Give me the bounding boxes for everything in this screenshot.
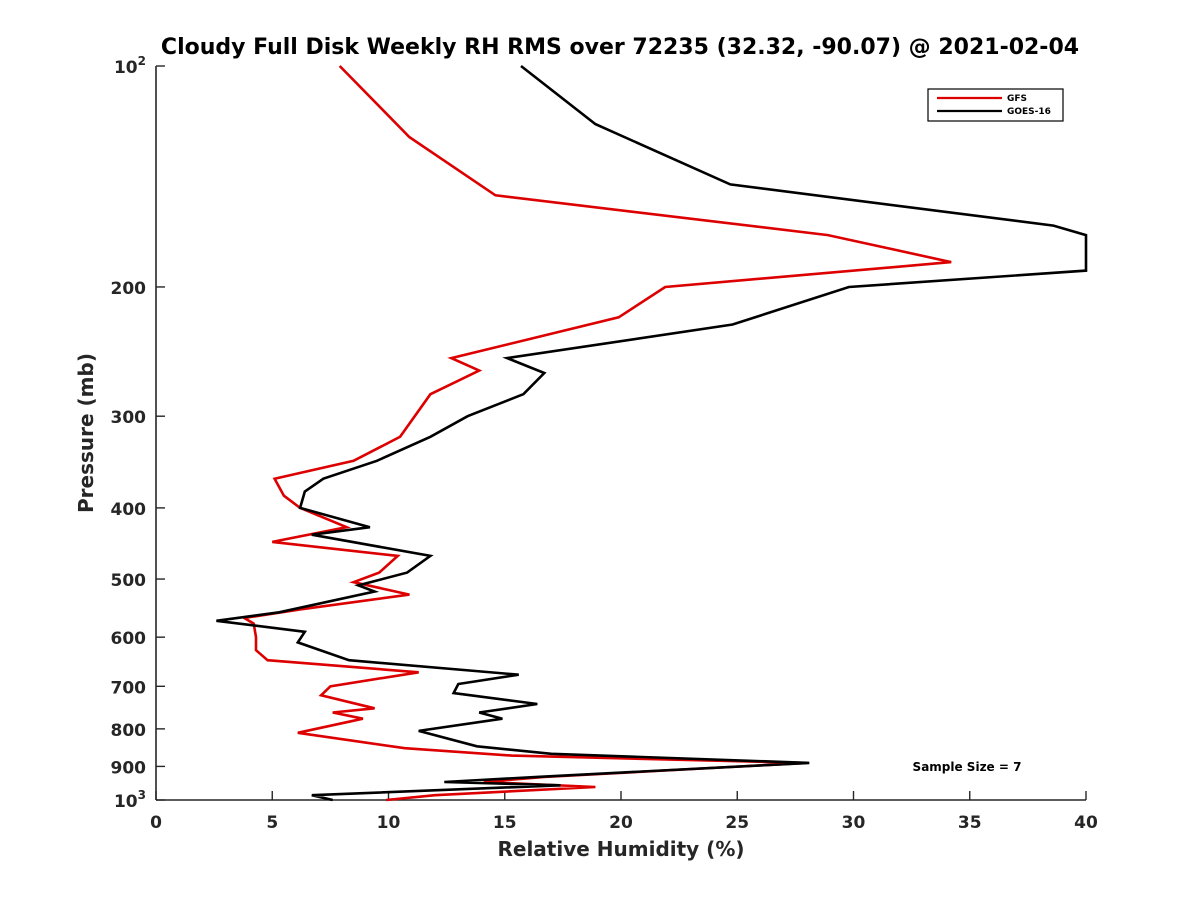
y-axis: 102 200 300 400 500 600 700 800 900 103 bbox=[111, 54, 165, 812]
y-tick-label: 600 bbox=[111, 629, 147, 649]
x-tick-label: 20 bbox=[609, 813, 633, 833]
y-tick-label: 400 bbox=[111, 500, 147, 520]
x-tick-label: 30 bbox=[842, 813, 866, 833]
legend: GFS GOES-16 bbox=[927, 88, 1064, 122]
legend-label-goes16: GOES-16 bbox=[1007, 107, 1051, 117]
x-tick-label: 25 bbox=[725, 813, 749, 833]
x-tick-label: 10 bbox=[377, 813, 401, 833]
x-tick-label: 5 bbox=[266, 813, 278, 833]
y-tick-label: 500 bbox=[111, 571, 147, 591]
y-tick-label: 700 bbox=[111, 678, 147, 698]
y-tick-label: 300 bbox=[111, 408, 147, 428]
y-tick-label: 800 bbox=[111, 721, 147, 741]
legend-box bbox=[927, 88, 1064, 122]
plot-area bbox=[155, 66, 1086, 801]
x-tick-label: 35 bbox=[958, 813, 982, 833]
sample-size-annotation: Sample Size = 7 bbox=[913, 760, 1022, 774]
y-axis-label: Pressure (mb) bbox=[74, 353, 98, 513]
x-tick-label: 40 bbox=[1074, 813, 1098, 833]
y-tick-label: 200 bbox=[111, 279, 147, 299]
x-axis: 0 5 10 15 20 25 30 35 40 bbox=[150, 791, 1098, 833]
series-line-goes16 bbox=[216, 64, 1088, 802]
legend-label-gfs: GFS bbox=[1007, 94, 1027, 104]
series-line-gfs bbox=[240, 65, 952, 802]
chart-title: Cloudy Full Disk Weekly RH RMS over 7223… bbox=[161, 35, 1079, 60]
x-axis-label: Relative Humidity (%) bbox=[497, 837, 744, 861]
y-tick-label: 103 bbox=[114, 788, 146, 812]
series-lines bbox=[216, 64, 1088, 802]
x-tick-label: 15 bbox=[493, 813, 517, 833]
y-tick-label: 900 bbox=[111, 758, 147, 778]
x-tick-label: 0 bbox=[150, 813, 162, 833]
y-tick-label: 102 bbox=[114, 54, 146, 78]
